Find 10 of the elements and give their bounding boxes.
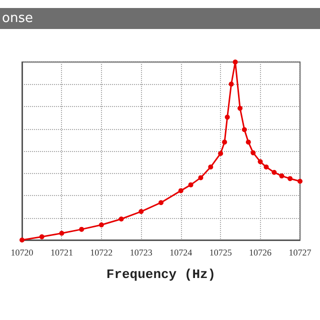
x-tick-label: 10724 <box>170 248 193 258</box>
x-tick-label: 10721 <box>50 248 73 258</box>
x-tick-label: 10726 <box>249 248 272 258</box>
x-tick-label: 10723 <box>130 248 153 258</box>
x-tick-label: 10720 <box>10 248 34 258</box>
x-tick-label: 10725 <box>209 248 232 258</box>
x-axis-title: Frequency (Hz) <box>106 267 216 282</box>
x-tick-label: 10727 <box>288 248 312 258</box>
x-tick-label: 10722 <box>90 248 113 258</box>
chart-title: onse <box>2 11 33 26</box>
